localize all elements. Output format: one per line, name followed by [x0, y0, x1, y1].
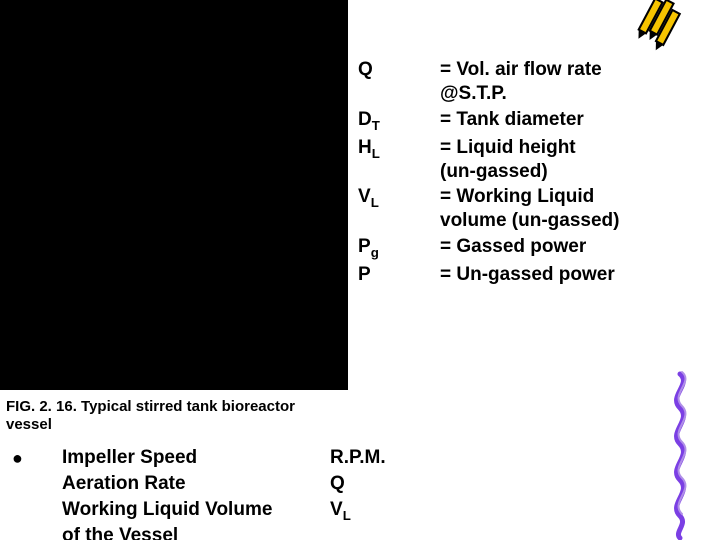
def-symbol: Pg [358, 235, 440, 261]
def-row: DT = Tank diameter [358, 108, 700, 134]
param-value [330, 524, 460, 540]
param-row: Aeration Rate Q [62, 472, 460, 498]
def-symbol-sub: L [371, 195, 379, 210]
param-label: Aeration Rate [62, 472, 330, 498]
param-label: Impeller Speed [62, 446, 330, 472]
def-desc: = Vol. air flow rate@S.T.P. [440, 58, 700, 106]
def-symbol-main: Q [358, 59, 373, 80]
bullet-icon: ● [12, 446, 62, 540]
def-row: Pg = Gassed power [358, 235, 700, 261]
def-desc: = Gassed power [440, 235, 700, 261]
def-symbol-sub: g [371, 245, 379, 260]
def-symbol-sub: L [372, 146, 380, 161]
def-symbol-main: P [358, 264, 371, 285]
def-desc: = Tank diameter [440, 108, 700, 134]
param-row: Impeller Speed R.P.M. [62, 446, 460, 472]
def-row: Q = Vol. air flow rate@S.T.P. [358, 58, 700, 106]
pencil-clipart [630, 0, 692, 56]
def-desc: = Un-gassed power [440, 263, 700, 289]
def-desc: = Liquid height(un-gassed) [440, 136, 700, 184]
def-row: VL = Working Liquidvolume (un-gassed) [358, 185, 700, 233]
param-row: of the Vessel [62, 524, 460, 540]
param-row: Working Liquid Volume VL [62, 498, 460, 524]
def-symbol: VL [358, 185, 440, 233]
def-symbol-main: H [358, 137, 372, 158]
squiggle-clipart [662, 370, 698, 540]
param-value: Q [330, 472, 460, 498]
param-value: R.P.M. [330, 446, 460, 472]
def-symbol-main: P [358, 236, 371, 257]
figure-placeholder [0, 0, 348, 390]
def-symbol-sub: T [372, 117, 380, 132]
param-label: Working Liquid Volume [62, 498, 330, 524]
def-row: HL = Liquid height(un-gassed) [358, 136, 700, 184]
def-desc: = Working Liquidvolume (un-gassed) [440, 185, 700, 233]
parameters-list: Impeller Speed R.P.M. Aeration Rate Q Wo… [62, 446, 460, 540]
def-symbol: HL [358, 136, 440, 184]
def-symbol: P [358, 263, 440, 289]
symbol-definitions: Q = Vol. air flow rate@S.T.P. DT = Tank … [358, 58, 700, 292]
slide-page: Q = Vol. air flow rate@S.T.P. DT = Tank … [0, 0, 720, 540]
param-label: of the Vessel [62, 524, 330, 540]
figure-caption: FIG. 2. 16. Typical stirred tank bioreac… [6, 398, 406, 434]
def-symbol: DT [358, 108, 440, 134]
def-symbol-main: D [358, 109, 372, 130]
parameters-block: ● Impeller Speed R.P.M. Aeration Rate Q … [12, 446, 460, 540]
def-symbol-main: V [358, 186, 371, 207]
def-symbol: Q [358, 58, 440, 106]
def-row: P = Un-gassed power [358, 263, 700, 289]
param-value: VL [330, 498, 460, 524]
